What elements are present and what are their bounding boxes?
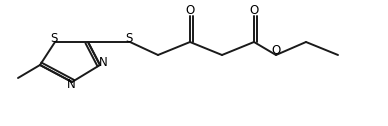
Text: O: O <box>249 4 259 17</box>
Text: S: S <box>50 32 58 44</box>
Text: N: N <box>99 56 107 70</box>
Text: O: O <box>271 44 281 57</box>
Text: S: S <box>125 32 133 44</box>
Text: O: O <box>185 4 195 17</box>
Text: N: N <box>67 78 75 91</box>
